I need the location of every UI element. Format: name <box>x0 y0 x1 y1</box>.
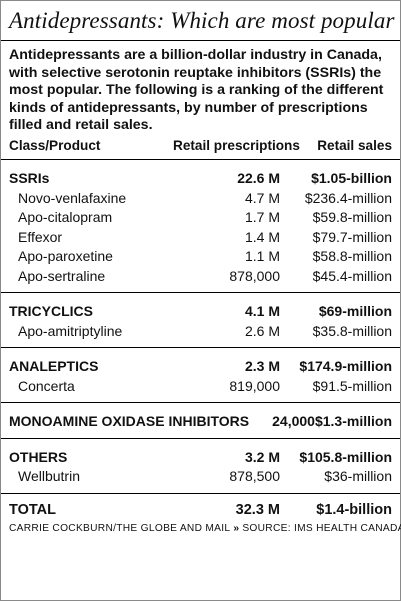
product-prescriptions: 1.4 M <box>244 228 280 245</box>
product-name: Concerta <box>18 377 75 394</box>
class-name: TRICYCLICS <box>9 303 93 319</box>
class-row: ANALEPTICS 2.3 M $174.9-million <box>9 357 392 377</box>
class-group: TRICYCLICS 4.1 M $69-million Apo-amitriptyl… <box>1 293 400 348</box>
product-row: Apo-amitriptyline 2.6 M $35.8-million <box>9 322 392 342</box>
product-name: Effexor <box>18 228 63 245</box>
intro-text: Antidepressants are a billion-dollar ind… <box>9 47 384 134</box>
product-name: Apo-citalopram <box>18 209 113 225</box>
product-sales: $45.4-million <box>312 267 392 284</box>
product-row: Apo-citalopram 1.7 M $59.8-million <box>9 208 392 228</box>
product-sales: $35.8-million <box>312 322 392 339</box>
separator-glyph: » <box>233 523 240 534</box>
product-name: Apo-amitriptyline <box>18 322 123 339</box>
class-prescriptions: 2.3 M <box>244 358 280 374</box>
class-sales: $69-million <box>318 303 392 319</box>
product-name: Wellbutrin <box>18 468 80 484</box>
product-name: Novo-venlafaxine <box>18 189 127 206</box>
class-group: MONOAMINE OXIDASE INHIBITORS 24,000 $1.3-m… <box>1 403 400 439</box>
total-sales: $1.4-billion <box>316 501 392 518</box>
product-sales: $36-million <box>324 468 392 484</box>
class-sales: $105.8-million <box>299 448 392 465</box>
class-row: MONOAMINE OXIDASE INHIBITORS 24,000 $1.3-m… <box>9 412 392 432</box>
class-name: ANALEPTICS <box>9 358 99 374</box>
product-name: Apo-paroxetine <box>18 248 113 264</box>
product-prescriptions: 2.6 M <box>244 322 280 339</box>
product-row: Wellbutrin 878,500 $36-million <box>9 467 392 487</box>
product-sales: $59.8-million <box>312 209 392 225</box>
product-sales: $236.4-million <box>304 189 392 206</box>
page-title: Antidepressants: Which are most popular <box>1 1 400 41</box>
total-group: TOTAL 32.3 M $1.4-billion <box>1 494 400 523</box>
product-row: Apo-sertraline 878,000 $45.4-million <box>9 267 392 287</box>
product-sales: $58.8-million <box>312 248 392 264</box>
class-prescriptions: 22.6 M <box>237 170 280 186</box>
product-prescriptions: 878,500 <box>229 468 280 484</box>
class-row: OTHERS 3.2 M $105.8-million <box>9 448 392 468</box>
product-prescriptions: 4.7 M <box>244 189 280 206</box>
total-prescriptions: 32.3 M <box>235 501 280 518</box>
product-prescriptions: 1.1 M <box>244 248 280 264</box>
total-row: TOTAL 32.3 M $1.4-billion <box>9 501 392 521</box>
source: SOURCE: IMS HEALTH CANADA <box>242 523 401 534</box>
class-name: SSRIs <box>9 170 50 186</box>
product-prescriptions: 1.7 M <box>244 209 280 225</box>
total-label: TOTAL <box>9 501 56 518</box>
product-sales: $79.7-million <box>312 228 392 245</box>
product-prescriptions: 878,000 <box>229 267 280 284</box>
class-prescriptions: 3.2 M <box>244 448 280 465</box>
class-group: SSRIs 22.6 M $1.05-billion Novo-venlafaxine… <box>1 160 400 293</box>
product-sales: $91.5-million <box>312 377 392 394</box>
table-header: Class/Product Retail prescriptions Retai… <box>1 133 400 160</box>
product-name: Apo-sertraline <box>18 267 106 284</box>
column-header-sales: Retail sales <box>317 138 392 153</box>
class-group: ANALEPTICS 2.3 M $174.9-million Concerta 819… <box>1 348 400 403</box>
class-prescriptions: 4.1 M <box>244 303 280 319</box>
byline: CARRIE COCKBURN/THE GLOBE AND MAIL <box>9 523 231 534</box>
product-row: Novo-venlafaxine 4.7 M $236.4-million <box>9 189 392 209</box>
class-group: OTHERS 3.2 M $105.8-million Wellbutrin 878,5… <box>1 439 400 494</box>
column-header-prescriptions: Retail prescriptions <box>173 138 300 153</box>
credit-line: CARRIE COCKBURN/THE GLOBE AND MAIL» SOUR… <box>1 522 401 536</box>
class-row: SSRIs 22.6 M $1.05-billion <box>9 169 392 189</box>
table-body: SSRIs 22.6 M $1.05-billion Novo-venlafaxine… <box>1 160 400 494</box>
product-row: Effexor 1.4 M $79.7-million <box>9 228 392 248</box>
class-sales: $1.3-million <box>314 413 392 429</box>
column-header-class: Class/Product <box>9 138 101 153</box>
class-row: TRICYCLICS 4.1 M $69-million <box>9 302 392 322</box>
class-sales: $174.9-million <box>299 358 392 374</box>
product-row: Apo-paroxetine 1.1 M $58.8-million <box>9 247 392 267</box>
class-name: MONOAMINE OXIDASE INHIBITORS <box>9 413 250 429</box>
class-sales: $1.05-billion <box>311 170 392 186</box>
product-row: Concerta 819,000 $91.5-million <box>9 377 392 397</box>
class-prescriptions: 24,000 <box>272 413 315 429</box>
class-name: OTHERS <box>9 448 68 465</box>
product-prescriptions: 819,000 <box>229 377 280 394</box>
